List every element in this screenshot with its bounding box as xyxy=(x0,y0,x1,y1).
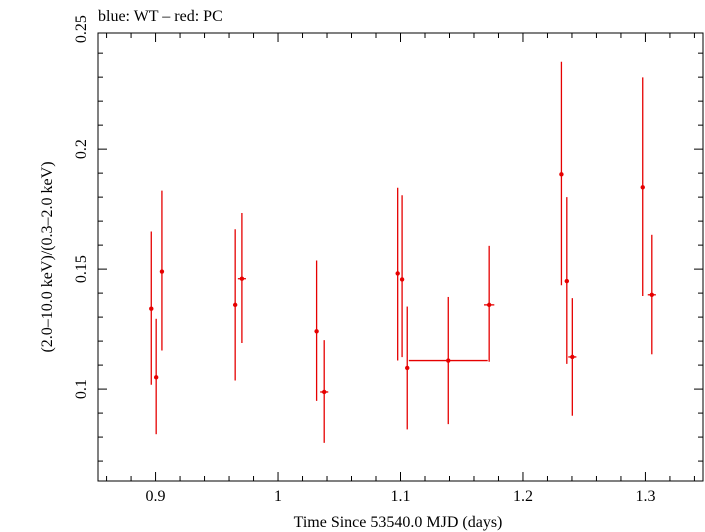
data-point xyxy=(399,195,405,358)
x-tick-label: 1.3 xyxy=(635,488,655,505)
data-point xyxy=(149,231,154,385)
data-point xyxy=(232,229,238,381)
data-point xyxy=(568,298,577,416)
data-marker xyxy=(405,365,410,371)
data-marker xyxy=(149,306,154,311)
data-series xyxy=(149,61,656,443)
chart-title: blue: WT – red: PC xyxy=(98,8,223,25)
x-tick-label: 1 xyxy=(274,488,282,505)
data-marker xyxy=(153,375,159,380)
data-marker xyxy=(232,302,238,308)
data-marker xyxy=(314,329,319,334)
data-point xyxy=(320,340,329,443)
data-point xyxy=(564,197,570,364)
data-marker xyxy=(395,271,400,276)
y-tick-label: 0.2 xyxy=(73,139,90,159)
data-marker xyxy=(239,276,245,281)
x-tick-label: 1.1 xyxy=(391,488,411,505)
data-marker xyxy=(159,269,165,274)
data-marker xyxy=(446,358,451,363)
data-marker xyxy=(322,389,327,395)
data-point xyxy=(559,61,564,286)
data-point xyxy=(484,245,495,362)
x-tick-label: 0.9 xyxy=(146,488,166,505)
y-tick-label: 0.15 xyxy=(73,255,90,283)
data-point xyxy=(408,296,488,425)
y-tick-label: 0.25 xyxy=(73,15,90,43)
data-point xyxy=(314,260,319,401)
data-point xyxy=(647,234,656,355)
x-axis-label: Time Since 53540.0 MJD (days) xyxy=(294,514,503,531)
data-marker xyxy=(559,172,564,177)
data-point xyxy=(237,212,246,344)
data-marker xyxy=(649,292,655,297)
x-axis-ticks: 0.9 1 1.1 1.2 1.3 xyxy=(106,33,695,505)
data-point xyxy=(395,187,400,361)
series-pc xyxy=(149,61,656,443)
y-axis-label: (2.0–10.0 keV)/(0.3–2.0 keV) xyxy=(39,161,56,352)
data-marker xyxy=(564,278,570,284)
data-marker xyxy=(486,302,492,308)
data-point xyxy=(159,190,165,351)
data-point xyxy=(405,306,410,430)
data-point xyxy=(640,77,645,296)
y-axis-ticks: 0.1 0.15 0.2 0.25 xyxy=(73,15,703,462)
x-tick-label: 1.2 xyxy=(513,488,533,505)
y-tick-label: 0.1 xyxy=(73,379,90,399)
data-marker xyxy=(570,354,575,360)
data-marker xyxy=(399,277,405,282)
data-marker xyxy=(640,185,645,190)
data-point xyxy=(153,318,159,435)
